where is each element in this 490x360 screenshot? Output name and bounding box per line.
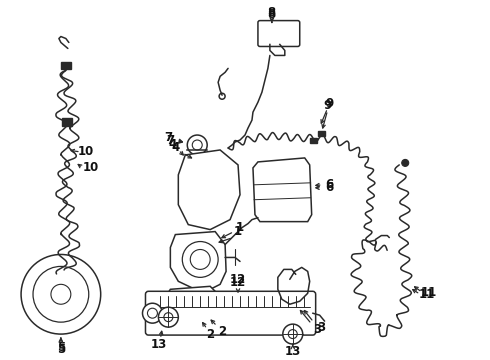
Circle shape [143,303,162,323]
Bar [62,118,72,126]
Circle shape [402,159,409,166]
Circle shape [164,313,173,321]
Circle shape [288,330,297,338]
Circle shape [283,324,303,344]
Text: 10: 10 [83,161,99,174]
Text: 7: 7 [166,134,174,147]
Text: 4: 4 [168,139,176,152]
Circle shape [21,255,101,334]
Text: 8: 8 [268,8,276,21]
Text: 12: 12 [230,276,246,289]
Text: 12: 12 [230,273,246,286]
Text: 13: 13 [150,338,167,351]
Circle shape [182,242,218,277]
Polygon shape [171,231,226,289]
Circle shape [219,93,225,99]
Bar [318,131,324,136]
FancyBboxPatch shape [258,21,300,46]
Text: 3: 3 [314,323,322,336]
Text: 7: 7 [164,131,172,144]
Bar [310,138,317,143]
Circle shape [158,307,178,327]
Text: 9: 9 [323,99,332,112]
Text: 10: 10 [77,145,94,158]
Text: 3: 3 [318,321,326,334]
Text: 2: 2 [206,328,214,341]
Text: 1: 1 [236,221,244,234]
Text: 11: 11 [419,288,435,301]
Circle shape [187,135,207,155]
Circle shape [190,249,210,269]
Text: 6: 6 [325,178,334,191]
Text: 11: 11 [421,286,437,299]
Text: 9: 9 [325,97,334,110]
Text: 5: 5 [57,342,65,356]
Circle shape [33,266,89,322]
FancyBboxPatch shape [146,291,316,335]
Circle shape [147,308,157,318]
Bar [61,62,71,69]
Polygon shape [166,286,220,325]
Text: 4: 4 [171,141,179,154]
Circle shape [51,284,71,304]
Polygon shape [178,150,240,230]
Text: 6: 6 [325,181,334,194]
Text: 1: 1 [234,225,242,238]
Circle shape [192,140,202,150]
Polygon shape [253,158,312,222]
Circle shape [182,295,202,315]
Text: 13: 13 [285,345,301,357]
Text: 2: 2 [218,325,226,338]
Text: 8: 8 [268,6,276,19]
Text: 5: 5 [57,341,65,354]
